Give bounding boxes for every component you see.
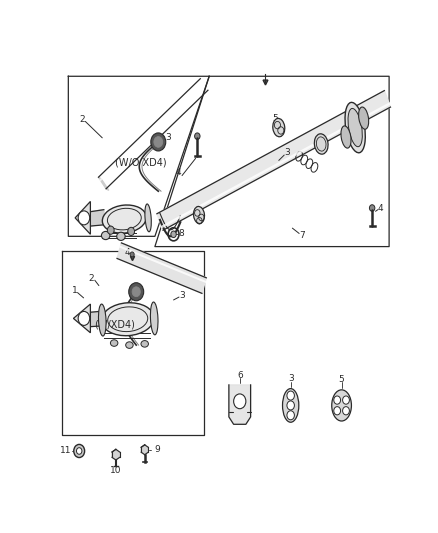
Text: 4: 4: [378, 204, 383, 213]
Ellipse shape: [273, 118, 285, 137]
Text: 1: 1: [71, 286, 78, 295]
Circle shape: [171, 231, 176, 238]
Ellipse shape: [126, 342, 133, 349]
Ellipse shape: [283, 389, 299, 422]
Circle shape: [130, 252, 134, 257]
Ellipse shape: [102, 231, 110, 240]
Text: 6: 6: [237, 370, 243, 379]
Ellipse shape: [99, 304, 106, 336]
Text: 8: 8: [178, 229, 184, 238]
Text: 2: 2: [79, 115, 85, 124]
Text: 3: 3: [284, 148, 290, 157]
Circle shape: [194, 133, 200, 140]
Circle shape: [334, 396, 341, 404]
Text: 3: 3: [166, 133, 171, 142]
Circle shape: [151, 133, 166, 151]
Polygon shape: [74, 304, 90, 333]
Ellipse shape: [117, 232, 125, 240]
Circle shape: [369, 205, 375, 211]
Polygon shape: [117, 243, 206, 293]
Circle shape: [74, 445, 85, 457]
Circle shape: [128, 227, 134, 236]
Text: (W/O XD4): (W/O XD4): [116, 157, 167, 167]
Text: 7: 7: [300, 231, 305, 240]
Polygon shape: [90, 209, 104, 226]
Ellipse shape: [102, 205, 146, 233]
Ellipse shape: [145, 204, 151, 232]
Text: 4: 4: [124, 248, 130, 257]
Text: (W/XD4): (W/XD4): [94, 320, 134, 329]
Text: 5: 5: [272, 114, 278, 123]
Text: 3: 3: [179, 290, 185, 300]
Polygon shape: [75, 201, 90, 235]
Ellipse shape: [345, 102, 365, 153]
Circle shape: [343, 396, 350, 404]
Circle shape: [107, 226, 114, 235]
Polygon shape: [141, 445, 148, 455]
Ellipse shape: [359, 107, 369, 129]
Circle shape: [77, 448, 82, 454]
Polygon shape: [229, 385, 251, 424]
Ellipse shape: [341, 126, 351, 148]
Ellipse shape: [314, 134, 328, 154]
Text: 10: 10: [110, 466, 122, 475]
Circle shape: [233, 394, 246, 409]
Circle shape: [78, 311, 90, 325]
Text: 5: 5: [192, 208, 198, 217]
Text: 4: 4: [176, 168, 181, 177]
Text: 3: 3: [288, 374, 293, 383]
Ellipse shape: [348, 108, 362, 147]
Circle shape: [343, 407, 350, 415]
Circle shape: [287, 401, 294, 410]
Ellipse shape: [110, 340, 118, 346]
Polygon shape: [99, 177, 109, 190]
Polygon shape: [90, 311, 104, 327]
Circle shape: [154, 136, 162, 147]
Ellipse shape: [102, 303, 154, 336]
Circle shape: [287, 411, 294, 420]
Text: 11: 11: [60, 447, 71, 456]
Polygon shape: [157, 91, 390, 230]
Text: 5: 5: [339, 375, 344, 384]
Circle shape: [334, 407, 341, 415]
Circle shape: [132, 287, 140, 297]
Text: 9: 9: [155, 445, 160, 454]
Circle shape: [129, 282, 144, 301]
Ellipse shape: [150, 302, 158, 335]
Circle shape: [287, 391, 294, 400]
Circle shape: [78, 211, 90, 225]
Ellipse shape: [194, 206, 205, 223]
Text: 2: 2: [88, 274, 94, 283]
Ellipse shape: [332, 390, 351, 421]
Ellipse shape: [141, 341, 148, 347]
Polygon shape: [112, 449, 120, 460]
